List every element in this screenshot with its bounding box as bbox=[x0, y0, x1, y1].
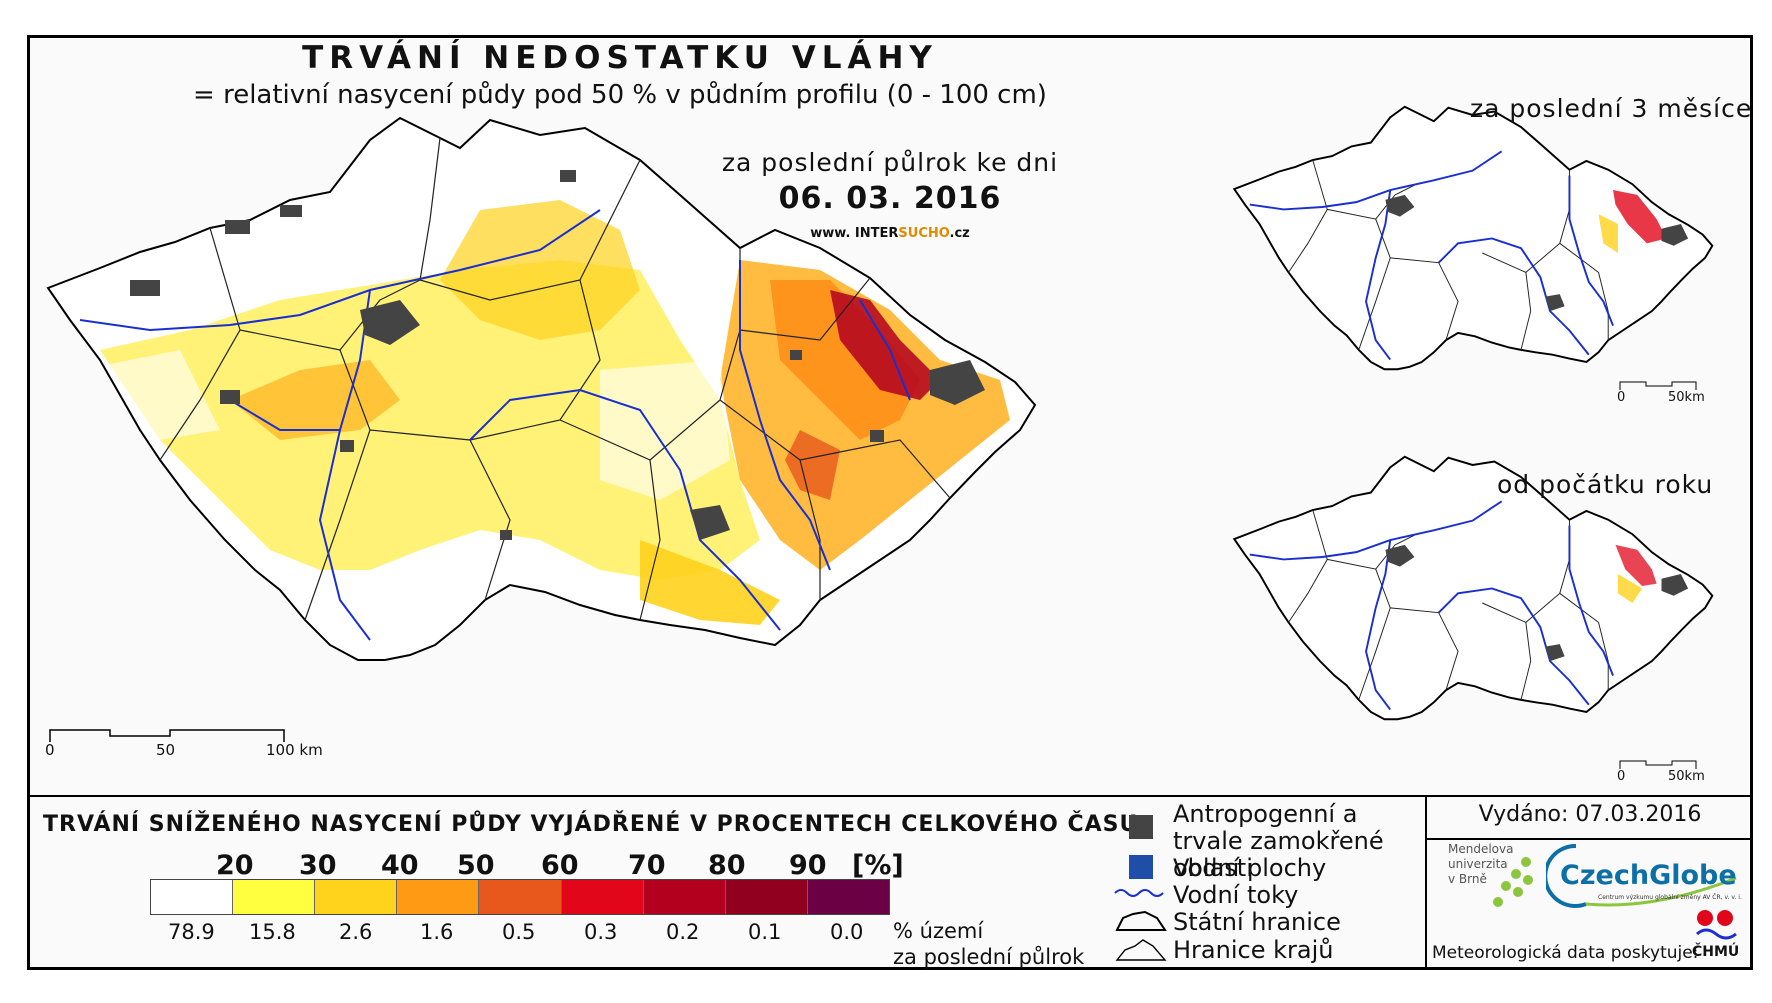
legend-tick: 90 bbox=[789, 850, 827, 881]
czechglobe-swoosh-icon bbox=[1546, 843, 1737, 908]
legend-percentage: 78.9 bbox=[168, 920, 215, 944]
map-subtitle: = relativní nasycení půdy pod 50 % v půd… bbox=[193, 80, 1047, 110]
legend-tick: 80 bbox=[708, 850, 746, 881]
inset-scale-top-zero: 0 bbox=[1617, 390, 1626, 405]
region-border-icon bbox=[1115, 939, 1167, 961]
legend-percentage: 15.8 bbox=[249, 920, 296, 944]
inset-map-3-months bbox=[1232, 105, 1714, 371]
inset-label-3-months: za poslední 3 měsíce bbox=[1470, 94, 1753, 123]
main-scalebar bbox=[49, 729, 285, 742]
legend-unit: [%] bbox=[852, 850, 904, 881]
key-rivers-label: Vodní toky bbox=[1173, 881, 1299, 909]
key-water-label: Vodní plochy bbox=[1173, 854, 1327, 882]
legend-tick: 60 bbox=[541, 850, 579, 881]
legend-swatch bbox=[725, 880, 808, 914]
czechglobe-logo: CzechGlobe bbox=[1560, 860, 1737, 891]
key-border-label: Státní hranice bbox=[1173, 908, 1341, 936]
urban-area-swatch bbox=[1129, 815, 1153, 839]
legend-percentage: 0.5 bbox=[502, 920, 536, 944]
chmu-logo-icon bbox=[1696, 910, 1737, 940]
website-link[interactable]: www. INTERSUCHO.cz bbox=[810, 226, 970, 241]
legend-percentage: 0.3 bbox=[584, 920, 618, 944]
legend-swatch bbox=[151, 880, 234, 914]
footer-divider bbox=[1425, 795, 1427, 970]
legend-swatch bbox=[315, 880, 398, 914]
czechglobe-subtitle: Centrum výzkumu globální změny AV ČR, v.… bbox=[1598, 894, 1742, 901]
inset-scale-bottom-zero: 0 bbox=[1617, 769, 1626, 784]
meteo-data-credit: Meteorologická data poskytuje: bbox=[1432, 943, 1699, 963]
water-body-swatch bbox=[1129, 855, 1153, 879]
legend-swatch bbox=[233, 880, 316, 914]
legend-tick: 30 bbox=[299, 850, 337, 881]
legend-swatch bbox=[807, 880, 889, 914]
legend-swatch bbox=[397, 880, 480, 914]
mendel-university-logo: Mendelova univerzita v Brně bbox=[1448, 842, 1514, 886]
map-title: TRVÁNÍ NEDOSTATKU VLÁHY bbox=[302, 40, 938, 76]
scalebar-mid: 50 bbox=[156, 741, 176, 759]
legend-swatch bbox=[561, 880, 644, 914]
legend-tick: 40 bbox=[381, 850, 419, 881]
legend-percentage: 1.6 bbox=[420, 920, 454, 944]
scalebar-end: 100 km bbox=[266, 741, 323, 759]
legend-percentage: 0.0 bbox=[830, 920, 864, 944]
inset-scale-bottom-end: 50km bbox=[1668, 769, 1705, 784]
state-border-icon bbox=[1115, 910, 1167, 931]
period-label: za poslední půlrok ke dni bbox=[721, 148, 1059, 177]
map-date: 06. 03. 2016 bbox=[778, 181, 1002, 216]
mendel-dots-icon bbox=[1493, 857, 1533, 907]
legend-tick: 50 bbox=[457, 850, 495, 881]
inset-scalebar-bottom bbox=[1619, 760, 1697, 769]
issued-divider bbox=[1425, 838, 1753, 840]
legend-percentage: 0.2 bbox=[666, 920, 700, 944]
legend-swatch bbox=[643, 880, 726, 914]
legend-percentage: 2.6 bbox=[339, 920, 373, 944]
legend-percentage-caption: % území za poslední půlrok bbox=[893, 919, 1085, 969]
key-regions-label: Hranice krajů bbox=[1173, 936, 1334, 964]
chmu-logo-text: ČHMÚ bbox=[1692, 944, 1740, 960]
legend-percentage: 0.1 bbox=[748, 920, 782, 944]
inset-map-year bbox=[1232, 455, 1714, 721]
main-map bbox=[46, 116, 1037, 661]
key-urban-label: Antropogenní a trvale zamokřené oblasti bbox=[1173, 800, 1384, 882]
legend-divider bbox=[27, 795, 1753, 797]
issued-date: Vydáno: 07.03.2016 bbox=[1478, 802, 1702, 827]
inset-scalebar-top bbox=[1619, 381, 1697, 390]
river-line-icon bbox=[1114, 889, 1164, 897]
legend-title: TRVÁNÍ SNÍŽENÉHO NASYCENÍ PŮDY VYJÁDŘENÉ… bbox=[43, 812, 1139, 837]
legend-color-scale bbox=[150, 879, 890, 915]
legend-tick: 20 bbox=[216, 850, 254, 881]
legend-tick: 70 bbox=[628, 850, 666, 881]
inset-label-year: od počátku roku bbox=[1497, 470, 1714, 499]
scalebar-zero: 0 bbox=[45, 741, 55, 759]
inset-scale-top-end: 50km bbox=[1668, 390, 1705, 405]
legend-swatch bbox=[479, 880, 562, 914]
